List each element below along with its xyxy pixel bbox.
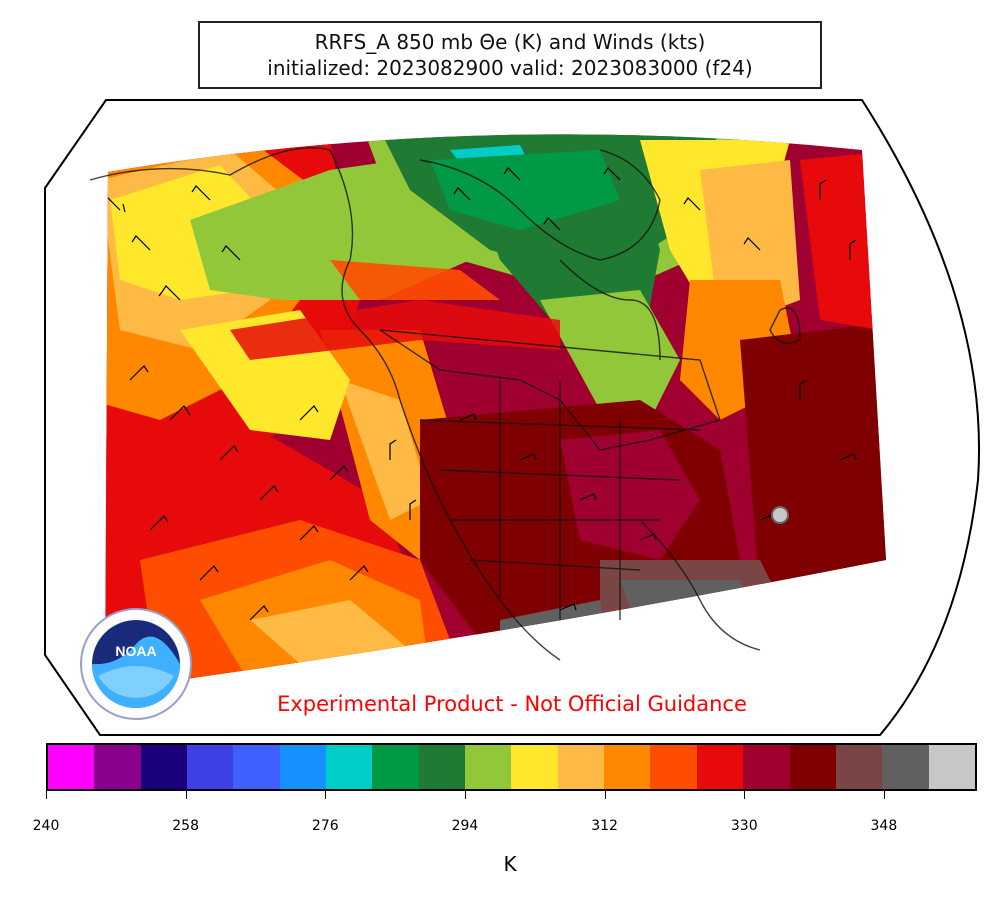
colorbar-segment	[696, 745, 744, 789]
map-panel	[44, 99, 981, 736]
colorbar-segment	[511, 745, 558, 789]
colorbar-tick-label: 276	[311, 818, 339, 834]
colorbar-segment	[835, 745, 883, 789]
colorbar-segment	[372, 745, 419, 789]
colorbar-segment	[743, 745, 790, 789]
colorbar-segment	[279, 745, 327, 789]
colorbar-tick	[883, 791, 885, 799]
colorbar-segment	[187, 745, 234, 789]
colorbar-segment	[557, 745, 605, 789]
colorbar	[46, 743, 977, 791]
colorbar-segment	[326, 745, 373, 789]
colorbar-segment	[418, 745, 466, 789]
noaa-seal-icon: NOAA	[80, 608, 192, 720]
colorbar-segment	[140, 745, 188, 789]
colorbar-tick-label: 240	[32, 818, 60, 834]
title-line-1: RRFS_A 850 mb Θe (K) and Winds (kts)	[314, 30, 706, 54]
colorbar-segment	[94, 745, 141, 789]
map-boundaries	[89, 147, 801, 661]
colorbar-tick-label: 258	[172, 818, 199, 834]
colorbar-segment	[789, 745, 836, 789]
colorbar-tick-label: 294	[451, 818, 479, 834]
colorbar-unit-label: K	[503, 852, 517, 876]
disclaimer-text: Experimental Product - Not Official Guid…	[222, 692, 802, 716]
title-line-2: initialized: 2023082900 valid: 202308300…	[267, 56, 753, 80]
wind-barbs	[105, 167, 857, 621]
colorbar-segment	[465, 745, 512, 789]
colorbar-segment	[233, 745, 280, 789]
colorbar-tick	[744, 791, 746, 799]
storm-center	[771, 506, 789, 524]
logo-text: NOAA	[115, 643, 156, 659]
colorbar-segment	[928, 745, 975, 789]
colorbar-tick-label: 348	[870, 818, 898, 834]
colorbar-segment	[650, 745, 697, 789]
colorbar-tick	[46, 791, 47, 799]
colorbar-segment	[48, 745, 95, 789]
colorbar-segment	[882, 745, 929, 789]
chart-title-box: RRFS_A 850 mb Θe (K) and Winds (kts) ini…	[198, 21, 822, 89]
colorbar-tick	[185, 791, 187, 799]
colorbar-tick-label: 330	[730, 818, 758, 834]
colorbar-tick	[325, 791, 327, 799]
colorbar-tick	[464, 791, 466, 799]
colorbar-segment	[604, 745, 651, 789]
colorbar-tick-label: 312	[591, 818, 618, 834]
colorbar-tick	[604, 791, 606, 799]
